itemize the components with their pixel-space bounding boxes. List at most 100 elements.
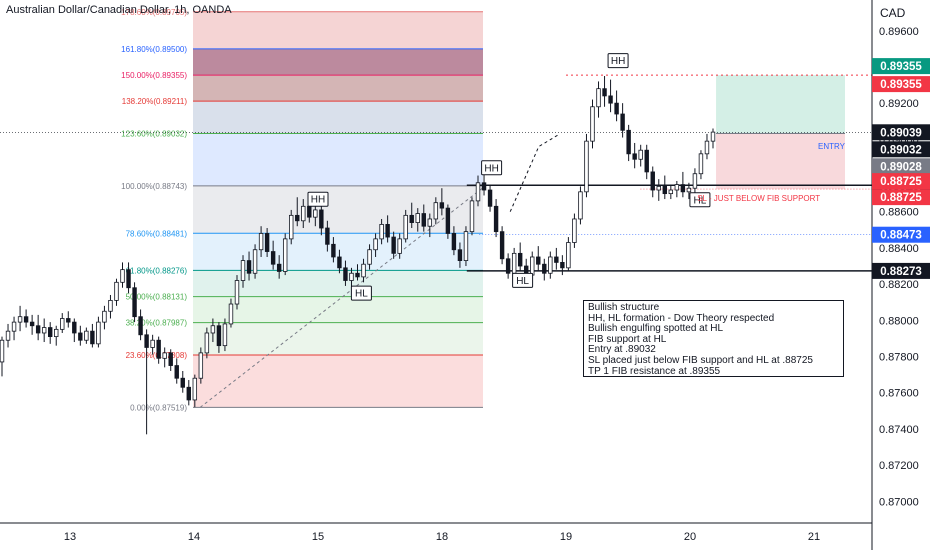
candle bbox=[367, 244, 372, 270]
price-tag-text: 0.89039 bbox=[880, 127, 922, 139]
candle-body bbox=[596, 88, 601, 108]
candle bbox=[578, 186, 583, 225]
candle-body bbox=[186, 386, 191, 401]
candle bbox=[680, 171, 686, 198]
candle-body bbox=[475, 182, 481, 202]
candle-body bbox=[108, 300, 113, 312]
fib-level-label: 161.80%(0.89500) bbox=[121, 45, 187, 54]
candle bbox=[270, 240, 276, 270]
candle bbox=[572, 213, 577, 248]
candle-body bbox=[222, 323, 228, 347]
candle bbox=[596, 81, 601, 118]
candle-body bbox=[481, 182, 487, 191]
analysis-note[interactable]: Bullish structure HH, HL formation - Dow… bbox=[583, 300, 844, 377]
candle bbox=[542, 258, 547, 281]
candle bbox=[590, 99, 595, 149]
y-tick-label: 0.88400 bbox=[879, 243, 919, 255]
candle-body bbox=[198, 352, 204, 379]
note-line: Bullish engulfing spotted at HL bbox=[588, 323, 724, 335]
candle-body bbox=[11, 321, 17, 332]
candle bbox=[692, 168, 698, 196]
candle-body bbox=[680, 184, 686, 193]
candle bbox=[445, 204, 451, 239]
price-tag: 0.88725 bbox=[872, 189, 930, 206]
candle bbox=[493, 199, 499, 238]
candle bbox=[222, 318, 228, 352]
candle bbox=[536, 246, 541, 272]
candle bbox=[457, 242, 463, 268]
candle-body bbox=[698, 153, 704, 175]
candle-body bbox=[234, 280, 240, 305]
candle-body bbox=[144, 334, 149, 348]
candle-body bbox=[162, 352, 167, 359]
price-tag: 0.88273 bbox=[872, 262, 930, 279]
candle-body bbox=[433, 202, 439, 220]
candle bbox=[132, 282, 137, 323]
price-tag-text: 0.88725 bbox=[880, 192, 922, 204]
swing-label-box bbox=[512, 272, 534, 288]
candle bbox=[487, 184, 493, 212]
fib-level-label: 100.00%(0.88743) bbox=[121, 182, 187, 191]
candle-body bbox=[168, 352, 173, 366]
x-tick-label: 20 bbox=[684, 531, 696, 543]
candle-body bbox=[445, 207, 451, 234]
x-tick-label: 13 bbox=[64, 531, 76, 543]
candle bbox=[433, 197, 439, 225]
candle-body bbox=[451, 233, 457, 251]
candle-body bbox=[252, 249, 258, 274]
fib-level-label: 123.60%(0.89032) bbox=[121, 130, 187, 139]
price-tag-bg bbox=[872, 58, 930, 75]
candle bbox=[638, 144, 643, 167]
candle-body bbox=[367, 249, 372, 265]
candle bbox=[301, 199, 306, 229]
candle-body bbox=[542, 263, 547, 274]
swing-label: HH bbox=[607, 53, 629, 69]
price-tag-bg bbox=[872, 262, 930, 279]
candle bbox=[469, 197, 475, 236]
swing-label-box bbox=[307, 191, 329, 207]
candle-body bbox=[505, 258, 511, 274]
price-tag-bg bbox=[872, 189, 930, 206]
candle bbox=[698, 150, 704, 180]
candle-body bbox=[409, 214, 414, 223]
candle-body bbox=[319, 209, 324, 229]
candle bbox=[319, 204, 324, 236]
fib-zone bbox=[193, 48, 483, 76]
swing-label-box bbox=[689, 192, 711, 208]
candle-body bbox=[632, 153, 637, 160]
fib-level-label: 138.20%(0.89211) bbox=[122, 97, 188, 106]
fib-level-label: 0.00%(0.87519) bbox=[130, 403, 187, 412]
swing-label-box bbox=[350, 285, 372, 301]
candle bbox=[11, 316, 17, 341]
candle-body bbox=[530, 256, 535, 276]
candle bbox=[439, 188, 445, 216]
candle bbox=[337, 249, 342, 274]
candle-body bbox=[578, 191, 583, 220]
candle-body bbox=[361, 263, 366, 278]
candle-body bbox=[415, 213, 420, 223]
candle-body bbox=[487, 189, 493, 207]
candle bbox=[84, 327, 89, 344]
note-line: SL placed just below FIB support and HL … bbox=[588, 354, 813, 366]
candle bbox=[0, 336, 5, 377]
candle bbox=[566, 237, 571, 272]
candle-body bbox=[439, 202, 445, 209]
price-tag-bg bbox=[872, 158, 930, 175]
candle-body bbox=[17, 316, 23, 323]
price-tag: 0.89032 bbox=[872, 141, 930, 158]
candle bbox=[114, 278, 119, 306]
candle bbox=[54, 325, 59, 346]
candle-body bbox=[228, 303, 234, 325]
candle-body bbox=[102, 310, 107, 323]
candle bbox=[17, 305, 23, 332]
candle bbox=[264, 228, 270, 257]
candle bbox=[379, 218, 384, 245]
take-profit-zone bbox=[716, 75, 845, 134]
candle-body bbox=[126, 269, 131, 289]
candle bbox=[156, 336, 161, 364]
candle bbox=[650, 166, 655, 198]
candle bbox=[409, 202, 414, 229]
candle bbox=[78, 325, 83, 346]
candle-body bbox=[674, 184, 680, 191]
